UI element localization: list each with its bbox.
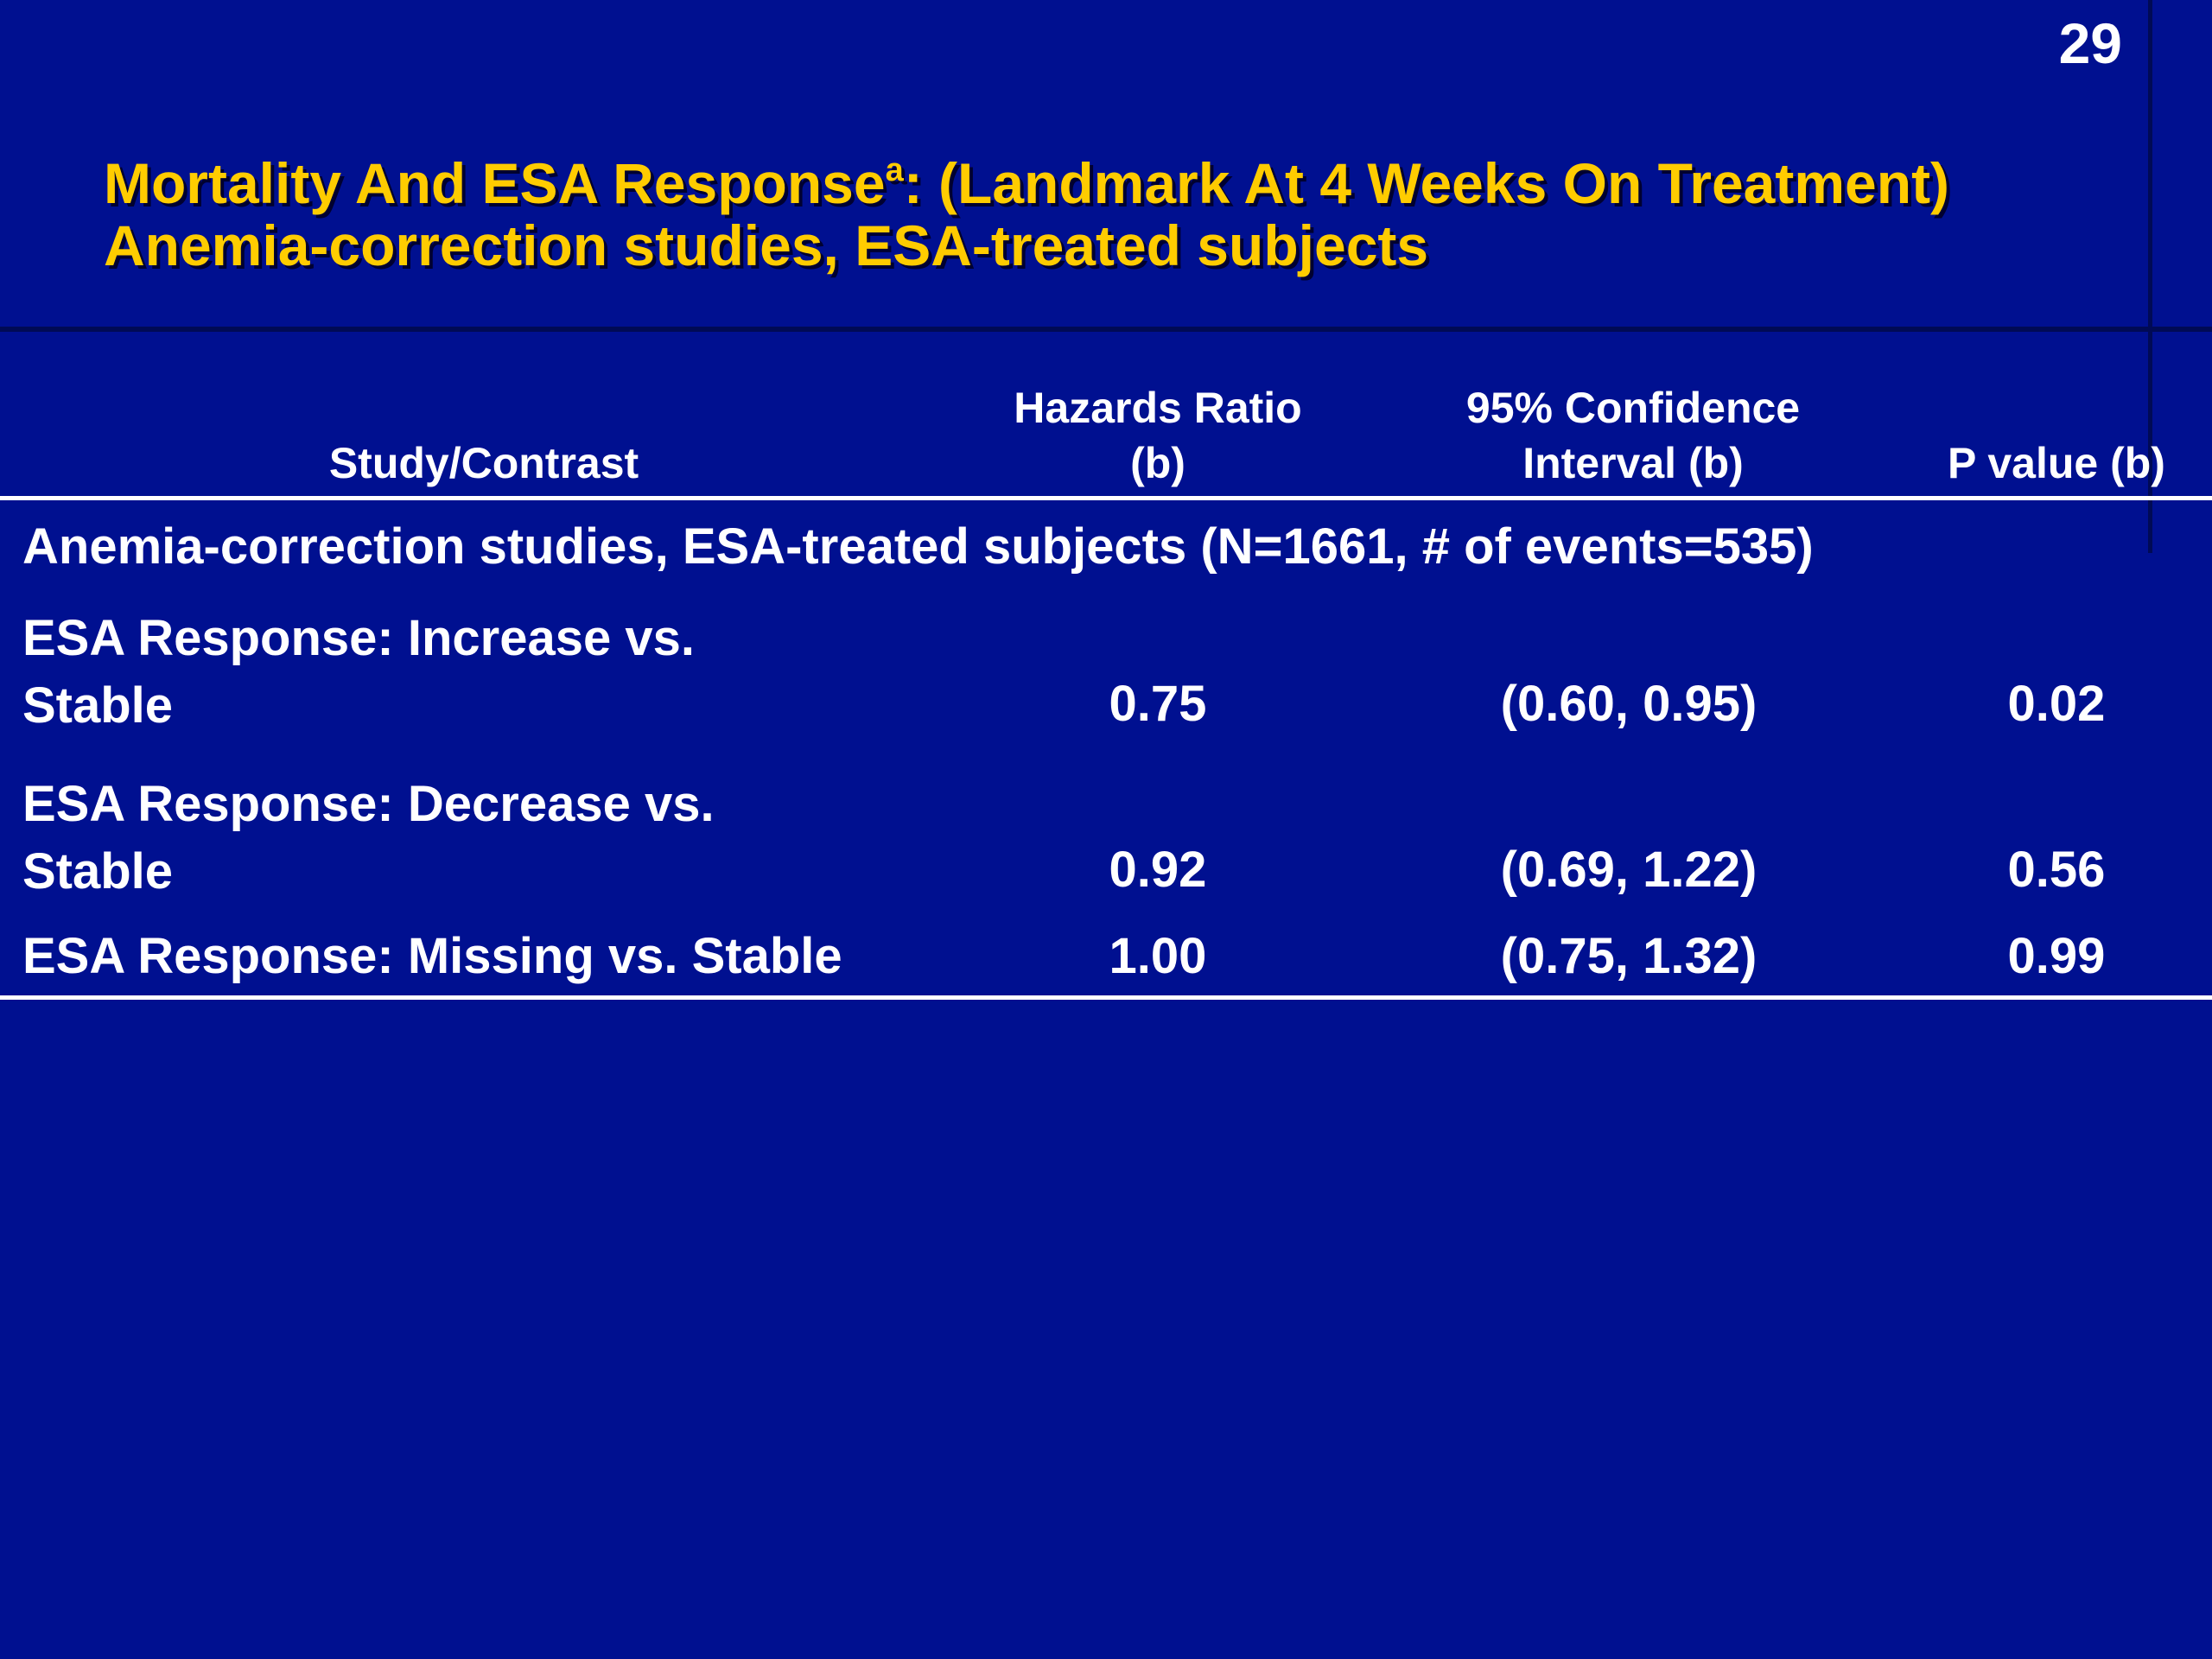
header-hazards-ratio: Hazards Ratio (b) [950,380,1365,491]
title-line-2: Anemia-correction studies, ESA-treated s… [104,213,1429,277]
row-3-p-value: 0.99 [2007,928,2106,984]
header-study-contrast-label: Study/Contrast [328,439,639,487]
row-3-hazards-ratio: 1.00 [1109,928,1207,984]
row-2-hazards-ratio: 0.92 [1109,842,1207,898]
page-number: 29 [2058,11,2122,75]
row-1-contrast: ESA Response: Increase vs. Stable [22,610,695,734]
title-footnote-marker: a [885,152,904,188]
title-divider [0,327,2212,332]
table-header-rule [0,496,2212,500]
header-p-value-label: P value (b) [1948,439,2165,487]
header-hazards-ratio-line2: (b) [1130,439,1185,487]
row-3-contrast: ESA Response: Missing vs. Stable [22,928,842,984]
title-line-1-rest: : (Landmark At 4 Weeks On Treatment) [903,151,1950,215]
header-confidence-interval-line1: 95% Confidence [1465,384,1801,432]
header-confidence-interval: 95% Confidence Interval (b) [1400,380,1866,491]
title-line-1-main: Mortality And ESA Response [104,151,886,215]
header-confidence-interval-line2: Interval (b) [1522,439,1744,487]
row-2-p-value: 0.56 [2007,842,2106,898]
vertical-divider [2148,0,2152,553]
table-bottom-rule [0,995,2212,1000]
row-3-confidence-interval: (0.75, 1.32) [1500,928,1758,984]
row-1-p-value: 0.02 [2007,676,2106,732]
table-group-label: Anemia-correction studies, ESA-treated s… [22,518,1814,575]
slide-title: Mortality And ESA Responsea: (Landmark A… [104,152,1949,276]
header-p-value: P value (b) [1901,435,2212,491]
header-hazards-ratio-line1: Hazards Ratio [1014,384,1302,432]
row-1-hazards-ratio: 0.75 [1109,676,1207,732]
row-2-confidence-interval: (0.69, 1.22) [1500,842,1758,898]
header-study-contrast: Study/Contrast [259,435,709,491]
row-1-confidence-interval: (0.60, 0.95) [1500,676,1758,732]
title-line-1: Mortality And ESA Responsea: (Landmark A… [104,152,1949,214]
row-2-contrast: ESA Response: Decrease vs. Stable [22,776,715,899]
